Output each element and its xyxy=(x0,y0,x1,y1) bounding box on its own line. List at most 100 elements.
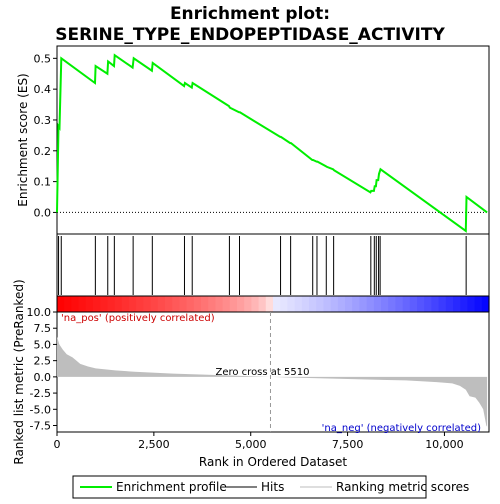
neg-correlated-label: 'na_neg' (negatively correlated) xyxy=(322,423,481,434)
heatmap-cell xyxy=(265,296,274,312)
heatmap-cell xyxy=(280,296,288,312)
heatmap-cell xyxy=(438,296,447,312)
heatmap-cell xyxy=(409,296,418,312)
heatmap-cell xyxy=(431,296,440,312)
heatmap-cell xyxy=(222,296,231,312)
heatmap-cell xyxy=(309,296,317,312)
heatmap-cell xyxy=(71,296,80,312)
heatmap-cell xyxy=(215,296,224,312)
heatmap-cell xyxy=(157,296,166,312)
heatmap-cell xyxy=(179,296,188,312)
heatmap-cell xyxy=(100,296,108,312)
heatmap-cell xyxy=(481,296,490,312)
heatmap-cell xyxy=(229,296,238,312)
legend-ranking-label: Ranking metric scores xyxy=(336,480,469,494)
heatmap-cell xyxy=(424,296,432,312)
heatmap-cell xyxy=(294,296,303,312)
heatmap-cell xyxy=(417,296,425,312)
heatmap-cell xyxy=(186,296,195,312)
rank-y-tick-label: 0.0 xyxy=(34,371,52,384)
zero-cross-label: Zero cross at 5510 xyxy=(215,367,309,378)
heatmap-cell xyxy=(323,296,332,312)
heatmap-cell xyxy=(193,296,202,312)
rank-y-tick-label: 5.0 xyxy=(34,338,52,351)
heatmap-cell xyxy=(395,296,404,312)
heatmap-cell xyxy=(352,296,360,312)
heatmap-cell xyxy=(388,296,396,312)
heatmap-cell xyxy=(114,296,123,312)
heatmap-cell xyxy=(316,296,324,312)
heatmap-cell xyxy=(129,296,137,312)
chart-title-line-2: SERINE_TYPE_ENDOPEPTIDASE_ACTIVITY xyxy=(55,25,445,45)
heatmap-cell xyxy=(359,296,368,312)
es-panel-frame xyxy=(56,45,490,235)
heatmap-cell xyxy=(337,296,346,312)
x-tick-label: 2,500 xyxy=(138,438,170,451)
heatmap-cell xyxy=(93,296,101,312)
heatmap-cell xyxy=(330,296,339,312)
x-tick-label: 0 xyxy=(54,438,61,451)
heatmap-cell xyxy=(453,296,461,312)
chart-title-line-1: Enrichment plot: xyxy=(170,4,330,24)
es-y-tick-label: 0.2 xyxy=(34,145,52,158)
heatmap-cell xyxy=(244,296,252,312)
heatmap-cell xyxy=(445,296,454,312)
heatmap-cell xyxy=(78,296,87,312)
rank-y-tick-label: 7.5 xyxy=(34,322,52,335)
heatmap-cell xyxy=(107,296,116,312)
heatmap-cell xyxy=(64,296,72,312)
rank-y-tick-label: 10.0 xyxy=(27,306,52,319)
rank-y-tick-label: -5.0 xyxy=(30,403,51,416)
legend-hits-label: Hits xyxy=(261,480,284,494)
heatmap-cell xyxy=(467,296,476,312)
heatmap-cell xyxy=(345,296,353,312)
x-tick-label: 5,000 xyxy=(235,438,267,451)
x-axis-ticks: 0 2,500 5,000 7,500 10,000 xyxy=(54,432,464,451)
heatmap-cell xyxy=(150,296,159,312)
heatmap-cell xyxy=(136,296,144,312)
heatmap-cell xyxy=(57,296,65,312)
rank-y-axis-label: Ranked list metric (PreRanked) xyxy=(12,279,26,464)
es-y-tick-label: 0.0 xyxy=(34,206,52,219)
heatmap-cell xyxy=(201,296,209,312)
es-y-axis-label: Enrichment score (ES) xyxy=(16,73,30,206)
enrichment-profile-line xyxy=(56,53,488,233)
ranked-heatmap-bar xyxy=(57,296,490,312)
es-y-axis-ticks: 0.0 0.1 0.2 0.3 0.4 0.5 xyxy=(34,52,57,219)
heatmap-cell xyxy=(366,296,375,312)
x-tick-label: 10,000 xyxy=(425,438,464,451)
heatmap-cell xyxy=(258,296,267,312)
rank-y-tick-label: 2.5 xyxy=(34,355,52,368)
legend-enrichment-label: Enrichment profile xyxy=(116,480,227,494)
heatmap-cell xyxy=(172,296,180,312)
heatmap-cell xyxy=(121,296,130,312)
heatmap-cell xyxy=(373,296,382,312)
heatmap-cell xyxy=(381,296,389,312)
pos-correlated-label: 'na_pos' (positively correlated) xyxy=(61,313,215,324)
heatmap-cell xyxy=(287,296,296,312)
heatmap-cell xyxy=(251,296,260,312)
hits-panel-frame xyxy=(56,233,490,297)
rank-y-tick-label: -2.5 xyxy=(30,387,51,400)
heatmap-cell xyxy=(273,296,281,312)
es-y-tick-label: 0.1 xyxy=(34,176,52,189)
rank-y-tick-label: -7.5 xyxy=(30,420,51,433)
heatmap-cell xyxy=(460,296,468,312)
heatmap-cell xyxy=(301,296,310,312)
x-tick-label: 7,500 xyxy=(332,438,364,451)
es-y-tick-label: 0.5 xyxy=(34,52,52,65)
heatmap-cell xyxy=(85,296,94,312)
heatmap-cell xyxy=(143,296,152,312)
heatmap-cell xyxy=(474,296,483,312)
hit-lines-group xyxy=(58,236,467,295)
es-y-tick-label: 0.4 xyxy=(34,83,52,96)
heatmap-cell xyxy=(402,296,411,312)
heatmap-cell xyxy=(237,296,245,312)
x-axis-label: Rank in Ordered Dataset xyxy=(199,455,347,469)
heatmap-cell xyxy=(165,296,173,312)
rank-y-axis-ticks: 10.0 7.5 5.0 2.5 0.0 -2.5 -5.0 -7.5 xyxy=(27,306,57,433)
es-y-tick-label: 0.3 xyxy=(34,114,52,127)
heatmap-cell xyxy=(208,296,216,312)
